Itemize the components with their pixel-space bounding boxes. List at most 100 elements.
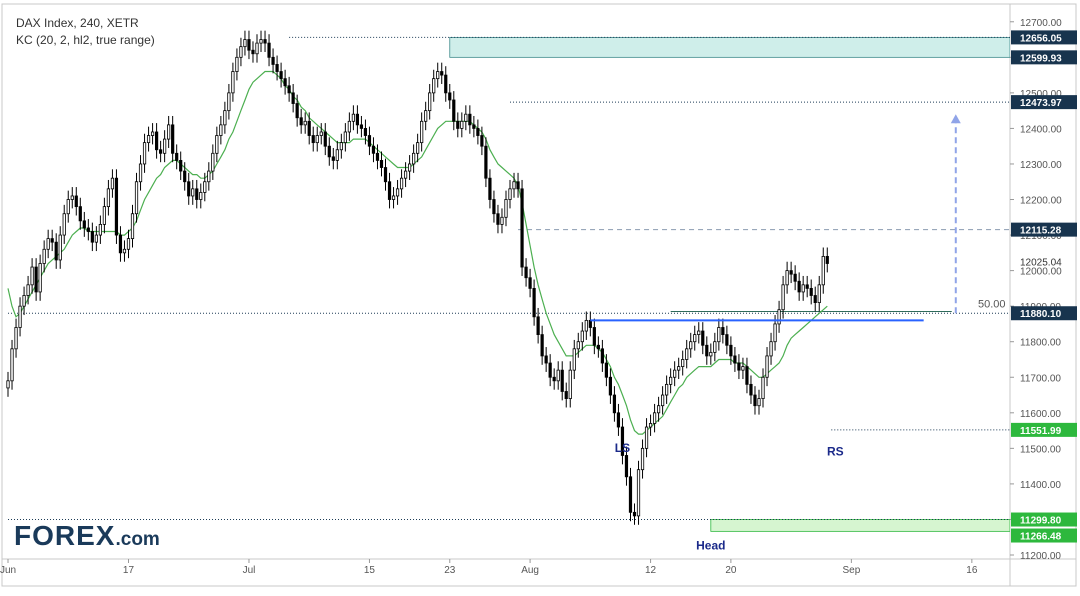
candle-body [456, 120, 460, 129]
projection-arrow-head [950, 114, 961, 124]
candle-body [154, 131, 159, 151]
candle-body [327, 145, 331, 158]
candle-body [142, 142, 147, 165]
candle-body [10, 348, 14, 382]
resistance-zone [449, 36, 1010, 58]
candle-body [640, 447, 645, 471]
candle-body [114, 177, 119, 236]
candle-body [86, 227, 90, 232]
candle-body [146, 135, 151, 144]
candle-body [416, 142, 420, 154]
candle-body [126, 238, 131, 250]
candle-body [175, 152, 179, 161]
candle-body [673, 369, 677, 378]
candle-body [472, 124, 476, 129]
candle-body [432, 78, 436, 94]
candle-body [267, 42, 271, 58]
candle-body [163, 138, 167, 154]
candle-body [34, 266, 38, 293]
price-label-box [1011, 222, 1077, 237]
candle-body [315, 135, 319, 144]
logo-suffix-text: .com [115, 529, 160, 550]
candle-body [452, 99, 456, 122]
candle-body [239, 46, 243, 58]
candle-body [632, 511, 637, 517]
candle-body [817, 284, 821, 304]
candle-body [480, 135, 484, 147]
price-label-box [1011, 528, 1077, 543]
candle-body [299, 117, 303, 126]
x-tick-label: Jul [243, 565, 256, 576]
candle-body [428, 92, 432, 112]
candle-body [656, 405, 661, 414]
support-zone [710, 519, 1010, 532]
candle-body [781, 284, 785, 311]
candle-body [412, 152, 416, 165]
candle-body [403, 170, 408, 179]
price-label-box [1011, 30, 1077, 45]
candle-body [14, 327, 18, 350]
candle-body [323, 131, 327, 147]
candle-body [536, 316, 540, 335]
candle-body [74, 195, 78, 208]
candle-body [255, 42, 259, 55]
candle-body [508, 188, 512, 200]
candle-body [484, 145, 488, 179]
candle-body [636, 469, 641, 517]
candle-body [793, 273, 797, 282]
candle-body [661, 394, 665, 407]
price-label: 11551.99 [1020, 426, 1062, 437]
candle-body [223, 110, 227, 126]
x-tick-label: 12 [645, 565, 657, 576]
candle-body [42, 248, 46, 264]
candle-body [215, 135, 219, 154]
y-tick-label: 11400.00 [1020, 480, 1061, 491]
price-label-box [1011, 512, 1077, 527]
candle-body [54, 241, 58, 261]
candle-body [476, 128, 480, 136]
candle-body [604, 362, 608, 378]
candle-body [608, 376, 613, 396]
candle-body [612, 394, 617, 414]
candle-body [460, 120, 464, 129]
price-label-box [1011, 422, 1077, 437]
candle-body [588, 319, 592, 328]
candle-body [789, 270, 793, 275]
x-tick-label: Aug [521, 565, 539, 576]
candle-body [395, 188, 400, 197]
candle-body [693, 334, 697, 343]
candle-body [263, 39, 267, 44]
y-tick-label: 12300.00 [1020, 160, 1062, 171]
candle-body [6, 380, 10, 389]
candle-body [801, 284, 805, 293]
forex-logo: FOREX.com [14, 520, 160, 552]
candle-body [685, 348, 689, 360]
logo-main-text: FOREX [14, 520, 116, 551]
candle-body [243, 39, 247, 48]
y-tick-label: 11600.00 [1020, 409, 1061, 420]
candle-body [648, 423, 653, 428]
chart-frame [1, 3, 1077, 587]
candle-body [62, 213, 66, 236]
x-tick-label: 23 [444, 565, 456, 576]
candle-body [809, 287, 813, 296]
x-tick-label: 16 [966, 565, 978, 576]
candle-body [251, 49, 255, 55]
candle-body [331, 156, 335, 161]
candle-body [468, 113, 472, 126]
candle-body [709, 351, 713, 357]
candle-body [347, 120, 351, 133]
candle-body [540, 334, 544, 357]
candle-body [821, 255, 825, 286]
price-label: 11266.48 [1020, 532, 1062, 543]
price-label: 12473.97 [1020, 98, 1062, 109]
candle-body [303, 120, 307, 126]
candle-body [78, 206, 82, 222]
candle-body [275, 64, 279, 72]
candle-body [211, 152, 215, 172]
price-label: 12025.04 [1020, 258, 1062, 269]
candle-body [191, 188, 195, 197]
candle-body [359, 124, 364, 129]
